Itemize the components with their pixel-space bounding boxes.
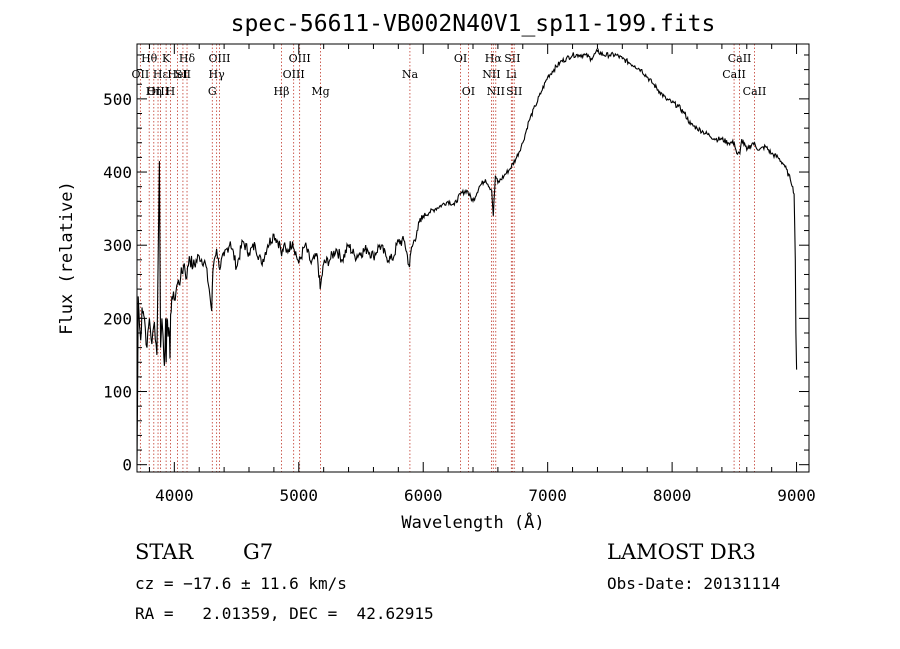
x-axis-ticks: 4000 5000 6000 7000 8000 9000 — [148, 44, 816, 505]
observation-date: Obs-Date: 20131114 — [607, 574, 781, 593]
line-marker-label-10: OIII — [208, 52, 230, 65]
line-marker-label-12: G — [208, 85, 217, 98]
y-tick-label-3: 300 — [103, 236, 132, 255]
y-tick-label-0: 0 — [122, 456, 132, 475]
x-tick-label-1: 5000 — [280, 486, 319, 505]
line-marker-label-4: Hη — [146, 85, 162, 98]
x-tick-label-2: 6000 — [404, 486, 443, 505]
line-marker-label-19: OI — [462, 85, 475, 98]
object-type: STAR — [135, 540, 194, 564]
line-marker-label-17: Na — [402, 68, 419, 81]
chart-title: spec-56611-VB002N40V1_sp11-199.fits — [231, 11, 716, 37]
line-marker-label-16: Mg — [311, 85, 329, 98]
line-marker-label-6: H — [166, 85, 176, 98]
line-marker-label-7: HeI — [167, 68, 187, 81]
line-marker-label-25: SII — [506, 85, 522, 98]
x-tick-label-3: 7000 — [528, 486, 567, 505]
line-marker-label-22: NII — [487, 85, 505, 98]
line-marker-label-13: Hβ — [274, 85, 290, 98]
line-marker-label-2: OIII — [147, 85, 169, 98]
line-marker-label-21: NII — [482, 68, 500, 81]
line-marker-label-11: Hγ — [209, 68, 226, 81]
survey-name: LAMOST DR3 — [607, 540, 756, 564]
line-marker-label-8: Hδ — [179, 52, 196, 65]
line-markers: Hθ OII OIII Hε Hη K H HeI Hδ SII OIII Hγ G Hβ OIII OIII… — [132, 44, 767, 472]
line-marker-label-9: SII — [175, 68, 191, 81]
y-axis-label: Flux (relative) — [57, 181, 77, 335]
line-marker-label-14: OIII — [289, 52, 311, 65]
x-tick-label-5: 9000 — [777, 486, 816, 505]
y-tick-label-5: 500 — [103, 90, 132, 109]
spectrum-series-line — [136, 48, 798, 465]
y-axis-ticks: 0 100 200 300 400 500 — [103, 54, 809, 475]
line-marker-label-27: CaII — [722, 68, 746, 81]
line-marker-label-3: Hε — [153, 68, 169, 81]
redshift-velocity: cz = −17.6 ± 11.6 km/s — [135, 574, 347, 593]
line-marker-label-23: SII — [504, 52, 520, 65]
line-marker-label-15: OIII — [283, 68, 305, 81]
x-tick-label-0: 4000 — [155, 486, 194, 505]
line-marker-label-24: Li — [506, 68, 517, 81]
x-axis-label: Wavelength (Å) — [401, 511, 544, 533]
coordinates: RA = 2.01359, DEC = 42.62915 — [135, 604, 434, 623]
x-tick-label-4: 8000 — [653, 486, 692, 505]
plot-frame — [136, 43, 810, 473]
object-subclass: G7 — [243, 540, 274, 564]
y-tick-label-1: 100 — [103, 383, 132, 402]
y-tick-label-4: 400 — [103, 163, 132, 182]
line-marker-label-0: Hθ — [141, 52, 158, 65]
line-marker-label-28: CaII — [743, 85, 767, 98]
line-marker-label-26: CaII — [728, 52, 752, 65]
line-marker-label-20: Hα — [485, 52, 503, 65]
y-tick-label-2: 200 — [103, 309, 132, 328]
line-marker-label-18: OI — [454, 52, 467, 65]
line-marker-label-5: K — [162, 52, 171, 65]
line-marker-label-1: OII — [132, 68, 150, 81]
